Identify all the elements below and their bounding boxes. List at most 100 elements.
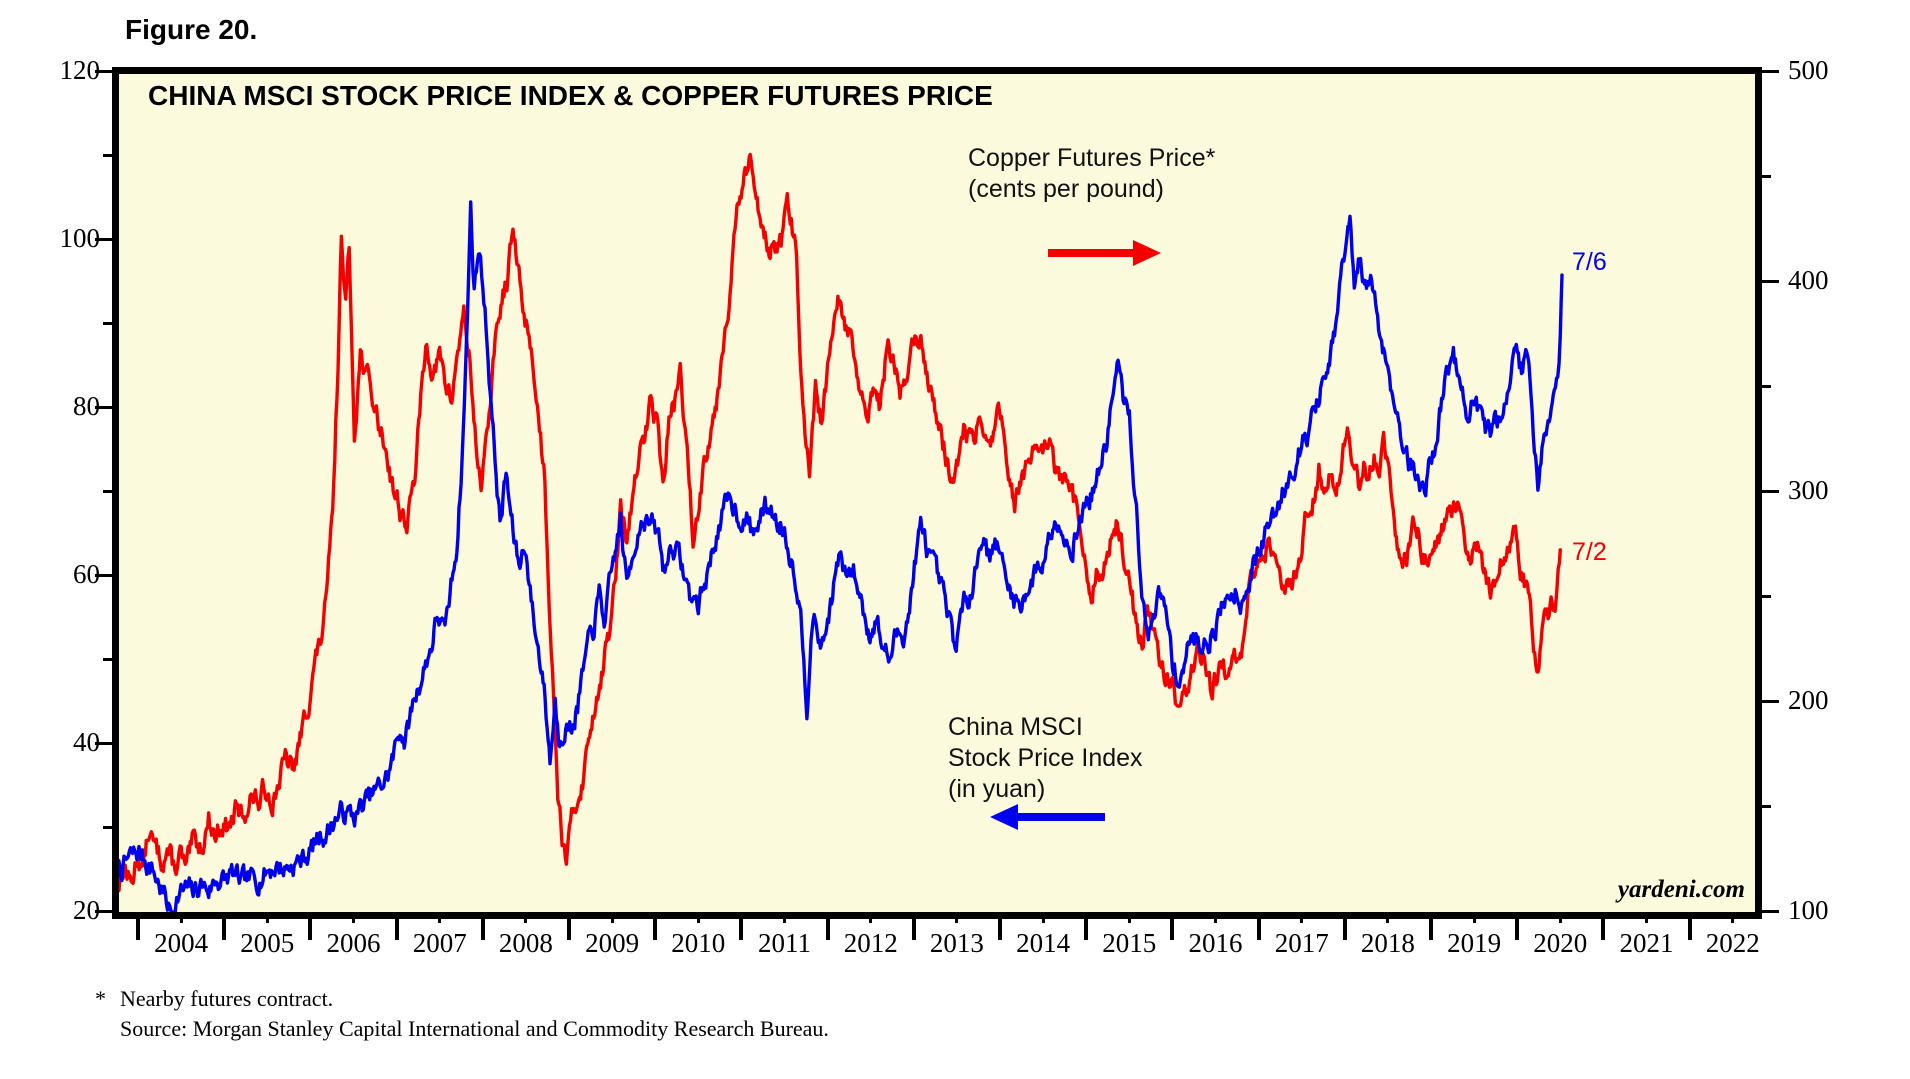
x-year-label: 2010 <box>671 928 726 958</box>
x-year-label: 2013 <box>929 928 984 958</box>
y-left-major-tick <box>95 69 112 73</box>
x-mid-year-tick <box>352 912 355 923</box>
y-right-minor-tick <box>1762 174 1771 178</box>
y-right-tick-label: 500 <box>1788 55 1829 85</box>
x-mid-year-tick <box>1472 912 1476 923</box>
x-year-label: 2014 <box>1016 928 1071 958</box>
chart-canvas <box>119 152 1564 912</box>
y-left-major-tick <box>95 573 112 577</box>
x-mid-year-tick <box>783 912 786 923</box>
china-series-line <box>119 200 1564 912</box>
x-year-label: 2008 <box>498 928 553 958</box>
y-left-tick-label: 120 <box>59 55 101 85</box>
x-mid-year-tick <box>955 912 959 923</box>
x-year-label: 2005 <box>240 928 295 958</box>
x-year-label: 2007 <box>412 928 467 958</box>
y-left-tick-label: 20 <box>73 895 100 925</box>
x-year-boundary-tick <box>653 912 658 940</box>
x-year-boundary-tick <box>480 912 485 940</box>
china-annotation-line3: (in yuan) <box>948 775 1046 803</box>
y-right-tick-label: 300 <box>1788 475 1829 505</box>
y-left-tick-label: 40 <box>73 727 100 757</box>
y-right-minor-tick <box>1762 594 1771 598</box>
x-mid-year-tick <box>1645 912 1648 923</box>
x-year-boundary-tick <box>394 912 399 940</box>
china-annotation: China MSCI Stock Price Index (in yuan) <box>948 712 1143 805</box>
x-mid-year-tick <box>438 912 442 923</box>
y-right-major-tick <box>1762 279 1779 283</box>
y-left-minor-tick <box>103 153 112 157</box>
x-mid-year-tick <box>1386 912 1390 923</box>
y-right-minor-tick <box>1762 804 1771 808</box>
x-year-boundary-tick <box>1429 912 1433 940</box>
footnote-line2: Source: Morgan Stanley Capital Internati… <box>120 1016 829 1041</box>
china-end-date-label: 7/6 <box>1572 248 1607 276</box>
y-left-major-tick <box>95 405 112 409</box>
y-right-major-tick <box>1762 489 1779 493</box>
watermark: yardeni.com <box>1617 876 1745 903</box>
x-mid-year-tick <box>1558 912 1562 923</box>
copper-annotation-line2: (cents per pound) <box>968 175 1164 203</box>
x-year-boundary-tick <box>911 912 916 940</box>
x-year-label: 2022 <box>1705 928 1760 958</box>
y-left-minor-tick <box>103 489 112 493</box>
x-year-boundary-tick <box>1342 912 1347 940</box>
x-year-boundary-tick <box>739 912 744 940</box>
footnote-asterisk: * <box>95 986 106 1011</box>
x-mid-year-tick <box>1300 912 1304 923</box>
x-mid-year-tick <box>524 912 528 923</box>
x-year-boundary-tick <box>998 912 1002 940</box>
y-left-minor-tick <box>103 657 112 661</box>
x-year-label: 2011 <box>758 928 811 958</box>
y-right-major-tick <box>1762 699 1779 703</box>
y-right-minor-tick <box>1762 384 1771 388</box>
x-mid-year-tick <box>1127 912 1131 923</box>
china-annotation-line2: Stock Price Index <box>948 744 1143 772</box>
x-mid-year-tick <box>696 912 700 923</box>
x-year-boundary-tick <box>308 912 313 940</box>
x-year-label: 2006 <box>326 928 381 958</box>
y-right-major-tick <box>1762 909 1779 913</box>
copper-arrow-icon <box>1048 240 1161 266</box>
y-right-major-tick <box>1762 69 1779 73</box>
copper-end-date-label: 7/2 <box>1572 538 1607 566</box>
y-right-tick-label: 100 <box>1788 895 1829 925</box>
x-year-boundary-tick <box>1170 912 1175 940</box>
x-year-boundary-tick <box>1687 912 1692 940</box>
x-year-label: 2017 <box>1274 928 1329 958</box>
copper-series-line <box>119 152 1562 893</box>
x-year-label: 2018 <box>1360 928 1415 958</box>
x-mid-year-tick <box>1214 912 1217 923</box>
x-year-label: 2016 <box>1188 928 1243 958</box>
footnote-line1: Nearby futures contract. <box>120 986 334 1011</box>
x-year-label: 2019 <box>1447 928 1502 958</box>
y-left-major-tick <box>95 909 112 913</box>
y-left-minor-tick <box>103 825 112 829</box>
x-mid-year-tick <box>610 912 614 923</box>
y-left-tick-label: 80 <box>73 391 100 421</box>
y-right-tick-label: 400 <box>1788 265 1829 295</box>
x-year-label: 2012 <box>843 928 898 958</box>
y-left-major-tick <box>95 237 112 241</box>
x-year-boundary-tick <box>1515 912 1520 940</box>
y-left-tick-label: 100 <box>59 223 101 253</box>
x-year-boundary-tick <box>1256 912 1261 940</box>
y-left-major-tick <box>95 741 112 745</box>
x-year-label: 2004 <box>154 928 209 958</box>
x-year-boundary-tick <box>567 912 571 940</box>
chart-title: CHINA MSCI STOCK PRICE INDEX & COPPER FU… <box>148 80 993 111</box>
x-mid-year-tick <box>265 912 269 923</box>
x-year-boundary-tick <box>136 912 140 940</box>
x-mid-year-tick <box>1041 912 1045 923</box>
x-mid-year-tick <box>869 912 873 923</box>
x-year-boundary-tick <box>222 912 227 940</box>
x-year-boundary-tick <box>1601 912 1606 940</box>
x-year-label: 2021 <box>1619 928 1674 958</box>
y-right-tick-label: 200 <box>1788 685 1829 715</box>
figure-label: Figure 20. <box>125 14 258 45</box>
x-year-boundary-tick <box>1084 912 1089 940</box>
china-annotation-line1: China MSCI <box>948 713 1083 741</box>
china-arrow-icon <box>990 804 1105 830</box>
x-year-label: 2020 <box>1533 928 1588 958</box>
